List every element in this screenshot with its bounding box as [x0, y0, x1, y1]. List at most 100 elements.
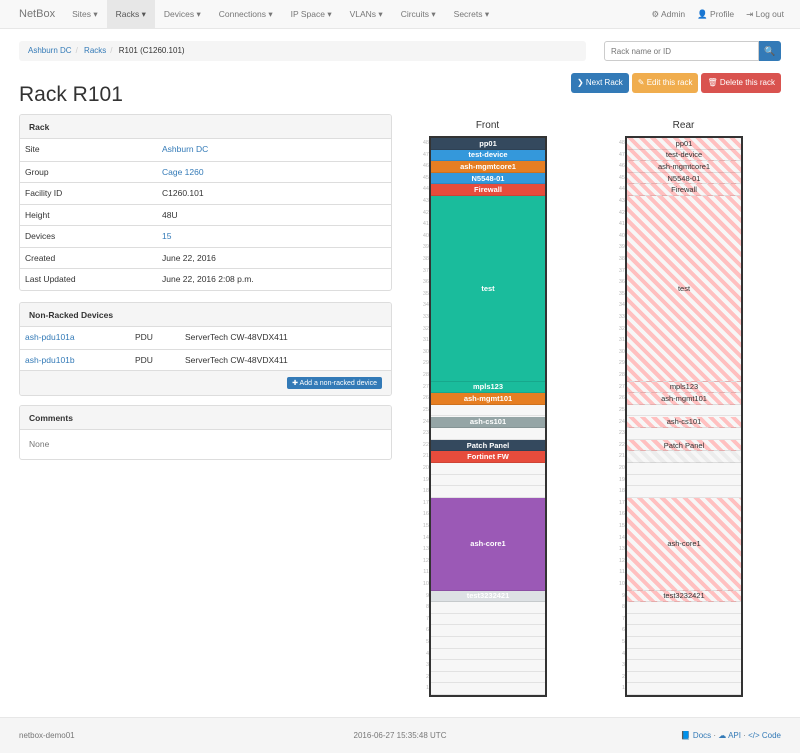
rack-device-rear[interactable]: ash-core1 [627, 497, 741, 591]
rack-unit-slot[interactable] [431, 602, 545, 614]
rack-device-rear[interactable]: Patch Panel [627, 439, 741, 452]
rack-device-rear[interactable]: test-device [627, 149, 741, 162]
rack-unit-slot[interactable] [627, 428, 741, 440]
footer-link-docs[interactable]: 📘 Docs [680, 731, 712, 740]
rack-device-rear[interactable]: N5548-01 [627, 172, 741, 185]
rack-device-front[interactable]: pp01 [431, 138, 545, 150]
rack-unit-slot[interactable] [627, 475, 741, 487]
rack-device-rear[interactable] [627, 451, 741, 463]
rack-attr-row: Height 48U [20, 203, 391, 226]
rack-unit-slot[interactable] [431, 475, 545, 487]
rack-unit-slot[interactable] [431, 463, 545, 475]
unit-number: 35 [618, 290, 625, 297]
breadcrumb-racks[interactable]: Racks [84, 46, 107, 55]
nav-devices[interactable]: Devices ▾ [163, 8, 201, 19]
nav-vlans[interactable]: VLANs ▾ [349, 8, 383, 19]
nav-racks[interactable]: Racks ▾ [106, 0, 155, 29]
nav-sites[interactable]: Sites ▾ [72, 8, 98, 19]
rack-device-rear[interactable]: ash-mgmt101 [627, 393, 741, 405]
rack-device-front[interactable]: Firewall [431, 184, 545, 196]
rack-unit-slot[interactable] [431, 683, 545, 695]
attr-value[interactable]: Cage 1260 [162, 166, 204, 177]
front-label: Front [475, 120, 500, 131]
footer: netbox-demo01 2016-06-27 15:35:48 UTC 📘 … [0, 717, 800, 753]
rear-label: Rear [672, 120, 695, 131]
rack-device-rear[interactable]: test3232421 [627, 590, 741, 603]
panel-heading: Comments [20, 406, 391, 430]
unit-number: 25 [422, 406, 429, 413]
rack-device-rear[interactable]: test [627, 196, 741, 382]
rack-unit-slot[interactable] [627, 660, 741, 672]
rack-device-rear[interactable]: ash-cs101 [627, 416, 741, 429]
rack-unit-slot[interactable] [431, 649, 545, 661]
rack-unit-slot[interactable] [627, 649, 741, 661]
rack-unit-slot[interactable] [431, 672, 545, 684]
unit-number: 28 [422, 372, 429, 379]
rack-unit-slot[interactable] [431, 405, 545, 417]
add-non-racked-device-button[interactable]: ✚ Add a non-racked device [287, 377, 382, 389]
rack-device-front[interactable]: test-device [431, 149, 545, 162]
nav-ip[interactable]: IP Space ▾ [290, 8, 332, 19]
search-button[interactable]: 🔍 [759, 41, 781, 61]
rack-unit-slot[interactable] [627, 672, 741, 684]
rack-device-front[interactable]: Patch Panel [431, 439, 545, 452]
brand-logo[interactable]: NetBox [19, 8, 56, 20]
nav-logout[interactable]: ⇥ Log out [746, 8, 784, 19]
rack-unit-slot[interactable] [627, 602, 741, 614]
rack-unit-slot[interactable] [627, 405, 741, 417]
next-rack-button[interactable]: ❯ Next Rack [570, 73, 629, 93]
rack-device-front[interactable]: mpls123 [431, 381, 545, 394]
rack-device-front[interactable]: N5548-01 [431, 172, 545, 185]
rack-device-front[interactable]: ash-mgmtcore1 [431, 161, 545, 173]
rack-unit-slot[interactable] [627, 637, 741, 649]
unit-number: 21 [618, 453, 625, 460]
unit-number: 11 [423, 569, 429, 576]
rack-unit-slot[interactable] [627, 486, 741, 498]
rack-unit-slot[interactable] [431, 428, 545, 440]
rack-device-front[interactable]: Fortinet FW [431, 451, 545, 463]
nav-circuits[interactable]: Circuits ▾ [400, 8, 436, 19]
unit-number: 12 [618, 557, 625, 564]
unit-number: 22 [618, 441, 625, 448]
attr-label: Facility ID [25, 188, 63, 198]
nav-gear[interactable]: ⚙ Admin [651, 8, 686, 19]
device-type: ServerTech CW-48VDX411 [185, 332, 288, 342]
unit-number: 22 [422, 441, 429, 448]
rack-unit-slot[interactable] [431, 625, 545, 637]
rack-unit-slot[interactable] [431, 486, 545, 498]
attr-value[interactable]: Ashburn DC [162, 144, 209, 154]
nav-connections[interactable]: Connections ▾ [218, 8, 273, 19]
rack-unit-slot[interactable] [627, 614, 741, 626]
rack-unit-slot[interactable] [627, 625, 741, 637]
footer-link-api[interactable]: ☁ API [718, 731, 741, 740]
footer-link-code[interactable]: </> Code [748, 731, 781, 740]
rack-device-rear[interactable]: mpls123 [627, 381, 741, 394]
unit-number: 16 [422, 511, 429, 518]
rack-device-front[interactable]: test [431, 196, 545, 382]
search-input[interactable] [604, 41, 759, 61]
rack-unit-slot[interactable] [431, 660, 545, 672]
rack-device-rear[interactable]: Firewall [627, 184, 741, 196]
rack-device-front[interactable]: ash-cs101 [431, 416, 545, 429]
breadcrumb-site[interactable]: Ashburn DC [28, 46, 72, 55]
rack-device-front[interactable]: ash-core1 [431, 497, 545, 591]
unit-number: 11 [619, 569, 625, 576]
unit-number: 17 [618, 499, 625, 506]
rack-device-front[interactable]: test3232421 [431, 590, 545, 603]
rack-unit-slot[interactable] [627, 683, 741, 695]
attr-label: Site [25, 144, 40, 154]
nav-user[interactable]: 👤 Profile [697, 8, 735, 19]
delete-rack-button[interactable]: 🗑 Delete this rack [701, 73, 781, 93]
rack-device-rear[interactable]: ash-mgmtcore1 [627, 161, 741, 173]
attr-value[interactable]: 15 [162, 231, 172, 241]
rack-unit-slot[interactable] [431, 637, 545, 649]
nav-secrets[interactable]: Secrets ▾ [453, 8, 490, 19]
unit-number: 24 [618, 418, 625, 425]
rack-unit-slot[interactable] [431, 614, 545, 626]
device-link[interactable]: ash-pdu101a [25, 332, 75, 342]
rack-device-rear[interactable]: pp01 [627, 138, 741, 150]
rack-device-front[interactable]: ash-mgmt101 [431, 393, 545, 405]
edit-rack-button[interactable]: ✎ Edit this rack [631, 73, 699, 93]
rack-unit-slot[interactable] [627, 463, 741, 475]
device-link[interactable]: ash-pdu101b [25, 354, 75, 365]
